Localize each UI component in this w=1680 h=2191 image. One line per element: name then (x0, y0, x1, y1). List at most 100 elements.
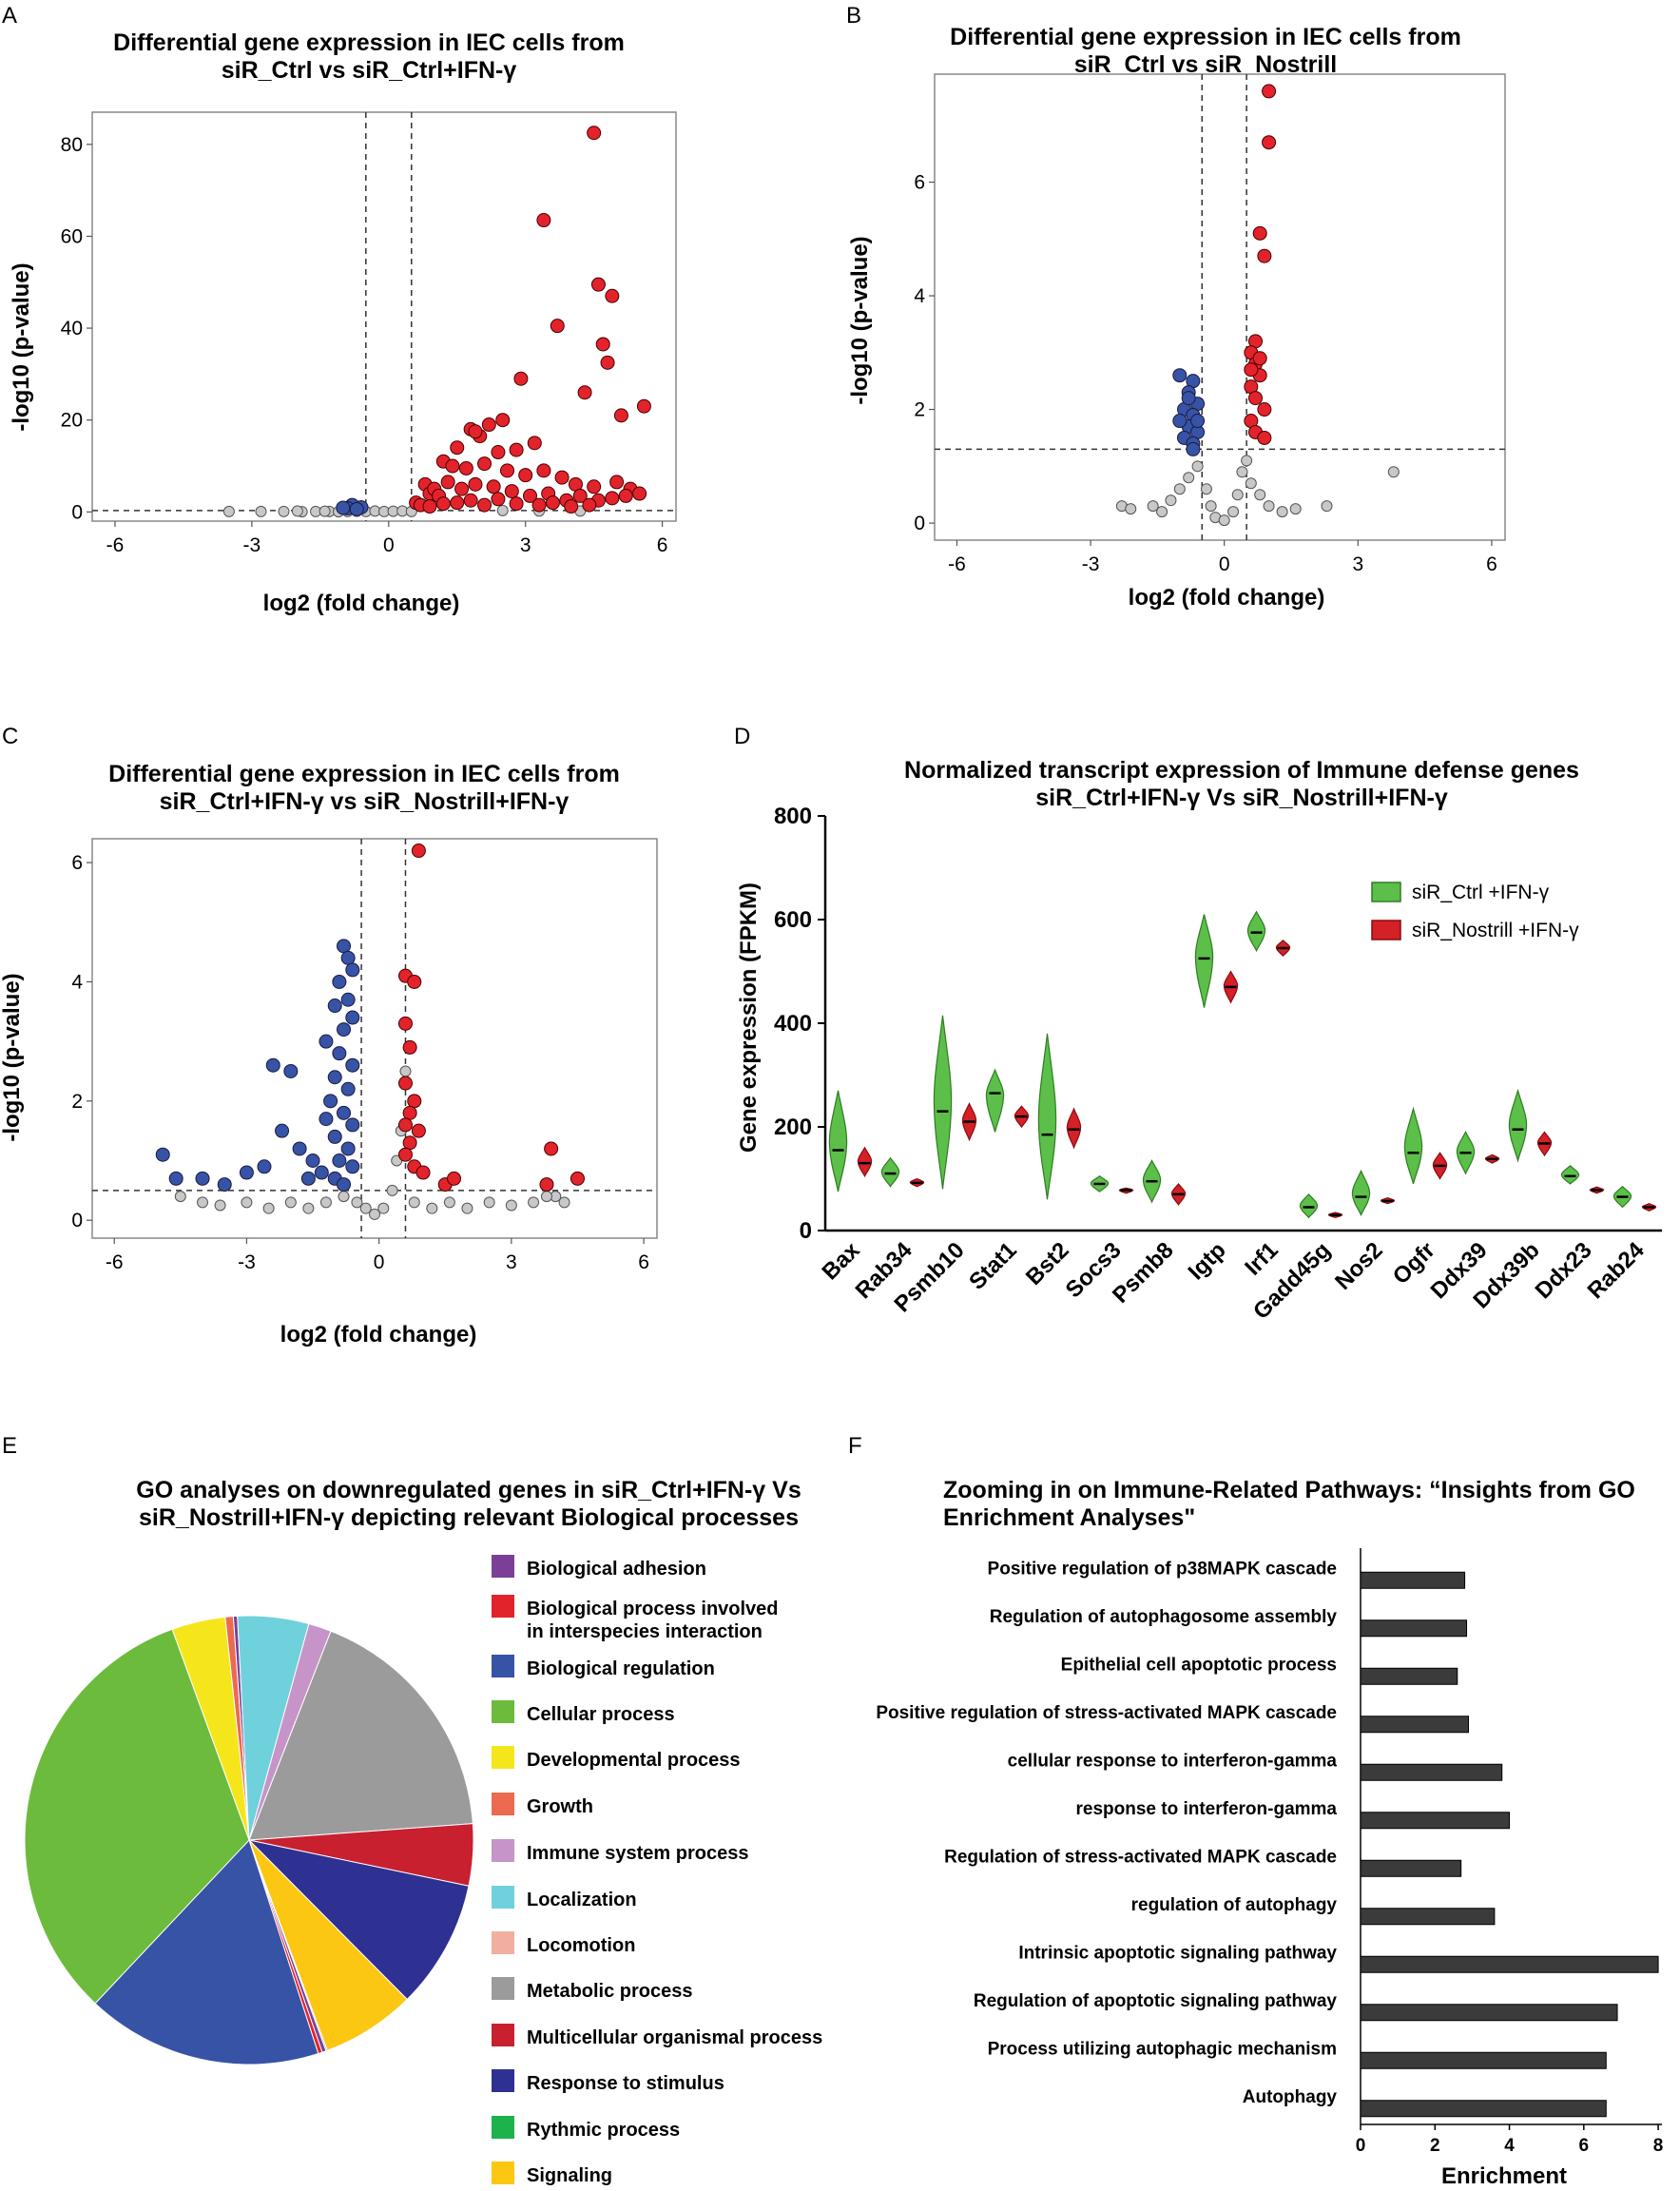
upregulated-point (536, 213, 551, 228)
upregulated-point (509, 496, 524, 512)
not-significant-point (1289, 503, 1302, 515)
pathway-label: cellular response to interferon-gamma (1008, 1751, 1338, 1771)
not-significant-point (461, 1202, 473, 1214)
upregulated-point (463, 493, 478, 508)
panel-letter-e: E (2, 1433, 17, 1459)
downregulated-point (319, 1112, 334, 1127)
pathway-label: Positive regulation of p38MAPK cascade (988, 1559, 1337, 1579)
x-tick-label: 8 (1653, 2136, 1664, 2156)
upregulated-point (491, 445, 506, 460)
legend-label: Biological regulation (527, 1658, 715, 1679)
downregulated-point (337, 1177, 352, 1192)
downregulated-point (336, 500, 351, 515)
x-tick-label: -3 (243, 534, 261, 556)
panel-c-title-line2: siR_Ctrl+IFN-γ vs siR_Nostrill+IFN-γ (160, 788, 570, 815)
violin-ctrl (1246, 910, 1266, 953)
upregulated-point (518, 468, 533, 483)
legend-swatch (492, 1555, 514, 1578)
panel-f-xlabel: Enrichment (1441, 2163, 1567, 2189)
upregulated-point (539, 1177, 554, 1192)
panel-d-title-line2: siR_Ctrl+IFN-γ Vs siR_Nostrill+IFN-γ (1035, 785, 1448, 811)
legend-swatch (492, 1931, 514, 1954)
downregulated-point (340, 950, 356, 965)
panel-f-title-line1: Zooming in on Immune-Related Pathways: “… (943, 1477, 1635, 1503)
upregulated-point (445, 458, 460, 474)
legend-label: Cellular process (527, 1704, 675, 1725)
pathway-label: Process utilizing autophagic mechanism (988, 2039, 1337, 2059)
not-significant-point (1231, 489, 1244, 501)
downregulated-point (239, 1165, 254, 1180)
not-significant-point (1173, 483, 1186, 495)
panel-e-title-line1: GO analyses on downregulated genes in si… (136, 1477, 801, 1503)
legend-label: Locomotion (527, 1935, 635, 1956)
x-tick-label: 0 (383, 534, 395, 556)
panel-c: C Differential gene expression in IEC ce… (0, 724, 658, 1348)
downregulated-point (275, 1123, 290, 1138)
x-tick-label: 6 (1579, 2136, 1590, 2156)
y-tick-label: 40 (61, 318, 83, 339)
not-significant-point (255, 505, 267, 517)
category-label: Rab24 (1583, 1237, 1650, 1304)
downregulated-point (292, 1141, 307, 1156)
legend-label: siR_Ctrl +IFN-γ (1412, 882, 1550, 903)
downregulated-point (155, 1147, 170, 1162)
legend-swatch (492, 1886, 514, 1909)
legend-swatch-nostrill (1371, 920, 1401, 940)
not-significant-point (1156, 506, 1168, 518)
upregulated-point (613, 408, 628, 423)
upregulated-point (407, 974, 422, 989)
y-tick-label: 800 (774, 804, 812, 829)
violin-ctrl (880, 1156, 900, 1188)
not-significant-point (1218, 514, 1230, 527)
downregulated-point (217, 1177, 232, 1192)
upregulated-point (582, 497, 597, 513)
panel-d-ylabel: Gene expression (FPKM) (736, 882, 762, 1153)
upregulated-point (440, 475, 455, 490)
legend-swatch (492, 1700, 514, 1723)
downregulated-point (337, 1105, 352, 1120)
not-significant-point (241, 1196, 253, 1209)
downregulated-point (332, 1154, 347, 1169)
not-significant-point (338, 1191, 350, 1203)
upregulated-point (536, 463, 551, 478)
not-significant-point (174, 1191, 186, 1203)
upregulated-point (595, 337, 610, 352)
violin-nostrill (1066, 1107, 1082, 1150)
not-significant-point (408, 1196, 420, 1209)
panel-letter-b: B (846, 3, 861, 29)
legend-swatch (492, 1746, 514, 1769)
pie-slice (247, 1839, 470, 2001)
panel-a-xlabel: log2 (fold change) (263, 591, 460, 616)
not-significant-point (1254, 489, 1266, 501)
downregulated-point (340, 1141, 356, 1156)
legend-swatch-ctrl (1371, 882, 1401, 902)
downregulated-point (257, 1159, 272, 1174)
panel-a-ylabel: -log10 (p-value) (9, 262, 34, 431)
legend-label: Growth (527, 1796, 593, 1817)
upregulated-point (609, 475, 625, 490)
panel-b: B Differential gene expression in IEC ce… (846, 3, 1506, 611)
plot-frame-c (91, 838, 658, 1239)
not-significant-point (426, 1202, 438, 1214)
not-significant-point (319, 1196, 332, 1209)
panel-c-title-line1: Differential gene expression in IEC cell… (108, 761, 620, 787)
legend-swatch (492, 1977, 514, 2000)
not-significant-point (262, 1202, 275, 1214)
downregulated-point (327, 999, 342, 1014)
downregulated-point (345, 1010, 360, 1025)
not-significant-point (284, 1196, 297, 1209)
downregulated-point (1172, 368, 1188, 383)
downregulated-point (314, 1165, 329, 1180)
upregulated-point (1252, 225, 1267, 241)
category-label: Stat1 (964, 1237, 1022, 1295)
not-significant-point (222, 505, 235, 517)
enrichment-bar (1360, 1571, 1466, 1589)
x-tick-label: 0 (374, 1251, 385, 1273)
not-significant-point (1236, 466, 1248, 478)
legend-label: Developmental process (527, 1750, 741, 1771)
downregulated-point (283, 1063, 299, 1078)
x-tick-label: -6 (106, 534, 125, 556)
x-tick-label: 3 (506, 1251, 517, 1273)
legend-label: Multicellular organismal process (527, 2027, 822, 2048)
not-significant-point (1147, 500, 1159, 513)
